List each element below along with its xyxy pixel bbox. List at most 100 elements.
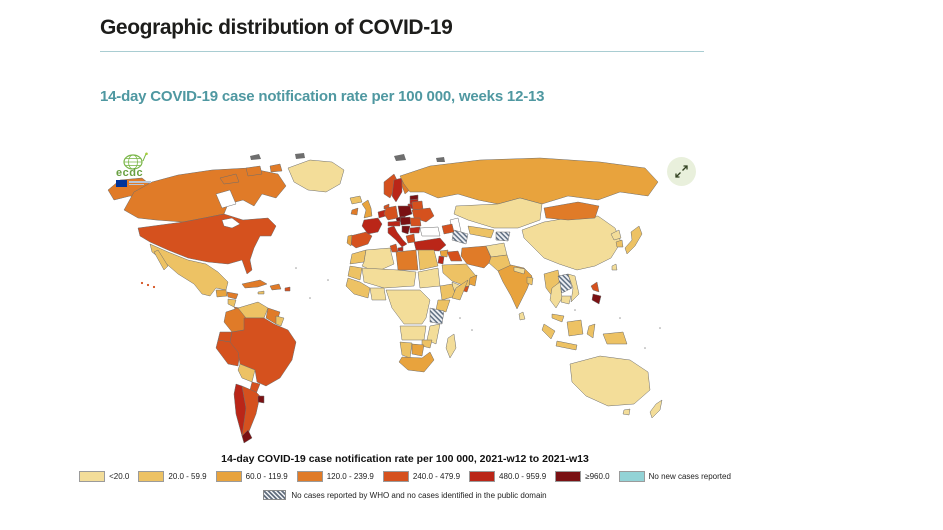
region-tunisia[interactable] — [389, 243, 399, 253]
region-kazakhstan[interactable] — [453, 197, 543, 229]
expand-map-button[interactable] — [667, 157, 696, 186]
region-romania[interactable] — [409, 217, 422, 227]
region-cuba[interactable] — [241, 279, 268, 289]
region-central-africa[interactable] — [385, 289, 431, 325]
region-greece[interactable] — [405, 233, 416, 244]
hatched-label: No cases reported by WHO and no cases id… — [291, 490, 547, 500]
region-mozambique[interactable] — [426, 323, 441, 345]
region-kenya[interactable] — [435, 299, 451, 313]
region-uk[interactable] — [361, 199, 373, 219]
region-sulawesi[interactable] — [586, 323, 596, 339]
region-sicily[interactable] — [397, 246, 404, 252]
region-caucasus[interactable] — [441, 223, 455, 235]
region-iraq[interactable] — [446, 250, 463, 262]
region-japan[interactable] — [624, 225, 643, 255]
region-france[interactable] — [361, 217, 383, 235]
legend-label: <20.0 — [109, 472, 130, 481]
region-philippines-south[interactable] — [591, 293, 602, 305]
region-jamaica[interactable] — [257, 290, 265, 295]
eu-flag-row — [116, 180, 168, 187]
region-poland[interactable] — [397, 205, 413, 219]
region-tasmania[interactable] — [622, 408, 631, 416]
region-java[interactable] — [555, 340, 578, 351]
region-iceland[interactable] — [349, 195, 363, 205]
region-russia[interactable] — [399, 157, 659, 205]
region-argentina[interactable] — [241, 385, 261, 437]
region-ireland[interactable] — [350, 207, 359, 216]
region-bulgaria[interactable] — [409, 226, 421, 234]
region-oman[interactable] — [468, 274, 478, 287]
region-borneo[interactable] — [566, 319, 584, 337]
region-honduras[interactable] — [226, 291, 239, 300]
region-guatemala[interactable] — [215, 289, 228, 298]
region-uzbekistan[interactable] — [467, 225, 495, 239]
region-syria[interactable] — [439, 249, 449, 258]
region-taiwan[interactable] — [611, 263, 618, 271]
region-tajikistan[interactable] — [495, 231, 511, 242]
region-hungary[interactable] — [399, 216, 412, 226]
region-turkmenistan[interactable] — [451, 229, 469, 245]
region-hispaniola[interactable] — [269, 283, 282, 291]
region-turkey[interactable] — [413, 237, 447, 252]
region-bangladesh[interactable] — [526, 276, 534, 286]
region-south-korea[interactable] — [615, 239, 624, 248]
region-nigeria[interactable] — [369, 287, 387, 301]
region-tanzania[interactable] — [429, 307, 445, 325]
region-libya[interactable] — [395, 249, 419, 271]
region-austria[interactable] — [387, 220, 401, 227]
region-somalia[interactable] — [451, 279, 469, 301]
region-malaysia[interactable] — [551, 313, 565, 323]
region-arctic-island[interactable] — [245, 165, 263, 177]
region-sahel[interactable] — [361, 267, 417, 289]
region-sri-lanka[interactable] — [518, 311, 526, 321]
region-india[interactable] — [497, 264, 533, 310]
region-thailand[interactable] — [549, 281, 563, 309]
region-sudan[interactable] — [417, 267, 441, 289]
region-morocco[interactable] — [349, 249, 367, 265]
legend-row: <20.0 20.0 - 59.9 60.0 - 119.9 120.0 - 2… — [79, 471, 731, 482]
region-uruguay[interactable] — [257, 395, 265, 404]
region-vietnam[interactable] — [567, 273, 580, 303]
region-papua-new-guinea[interactable] — [602, 331, 628, 345]
region-suriname[interactable] — [275, 315, 285, 327]
region-chile-south[interactable] — [241, 429, 253, 444]
region-portugal[interactable] — [346, 234, 353, 247]
region-arctic-island[interactable] — [219, 173, 240, 185]
region-italy[interactable] — [387, 225, 408, 248]
region-arctic-island[interactable] — [269, 163, 283, 173]
region-usa[interactable] — [137, 213, 277, 275]
region-south-africa[interactable] — [398, 351, 435, 373]
region-puerto-rico[interactable] — [284, 286, 291, 292]
region-madagascar[interactable] — [445, 333, 457, 359]
region-greenland[interactable] — [287, 159, 345, 193]
region-sumatra[interactable] — [541, 323, 556, 340]
region-china[interactable] — [521, 215, 622, 271]
region-angola-zambia[interactable] — [399, 325, 427, 341]
legend-item: <20.0 — [79, 471, 129, 482]
region-egypt[interactable] — [417, 249, 439, 271]
region-baja[interactable] — [153, 249, 169, 271]
region-mongolia[interactable] — [543, 201, 600, 221]
region-australia[interactable] — [569, 355, 651, 407]
region-zimbabwe[interactable] — [421, 339, 433, 349]
region-philippines-north[interactable] — [590, 281, 600, 293]
region-west-africa[interactable] — [345, 277, 371, 299]
region-serbia[interactable] — [401, 225, 411, 235]
region-bolivia[interactable] — [237, 363, 256, 383]
legend-label: 60.0 - 119.9 — [245, 472, 288, 481]
region-brazil[interactable] — [229, 317, 297, 387]
region-jordan[interactable] — [437, 255, 445, 265]
region-nepal[interactable] — [513, 266, 526, 275]
region-germany[interactable] — [383, 205, 399, 221]
region-cambodia[interactable] — [560, 295, 572, 305]
region-namibia[interactable] — [399, 341, 413, 359]
region-north-korea[interactable] — [610, 229, 622, 241]
region-nicaragua[interactable] — [227, 298, 237, 308]
legend-label: ≥960.0 — [585, 472, 610, 481]
region-sweden[interactable] — [391, 177, 403, 203]
eu-agency-text — [129, 180, 151, 185]
region-botswana[interactable] — [411, 343, 425, 357]
region-mauritania[interactable] — [347, 265, 363, 281]
region-belarus[interactable] — [411, 200, 424, 211]
region-new-zealand[interactable] — [649, 399, 663, 419]
